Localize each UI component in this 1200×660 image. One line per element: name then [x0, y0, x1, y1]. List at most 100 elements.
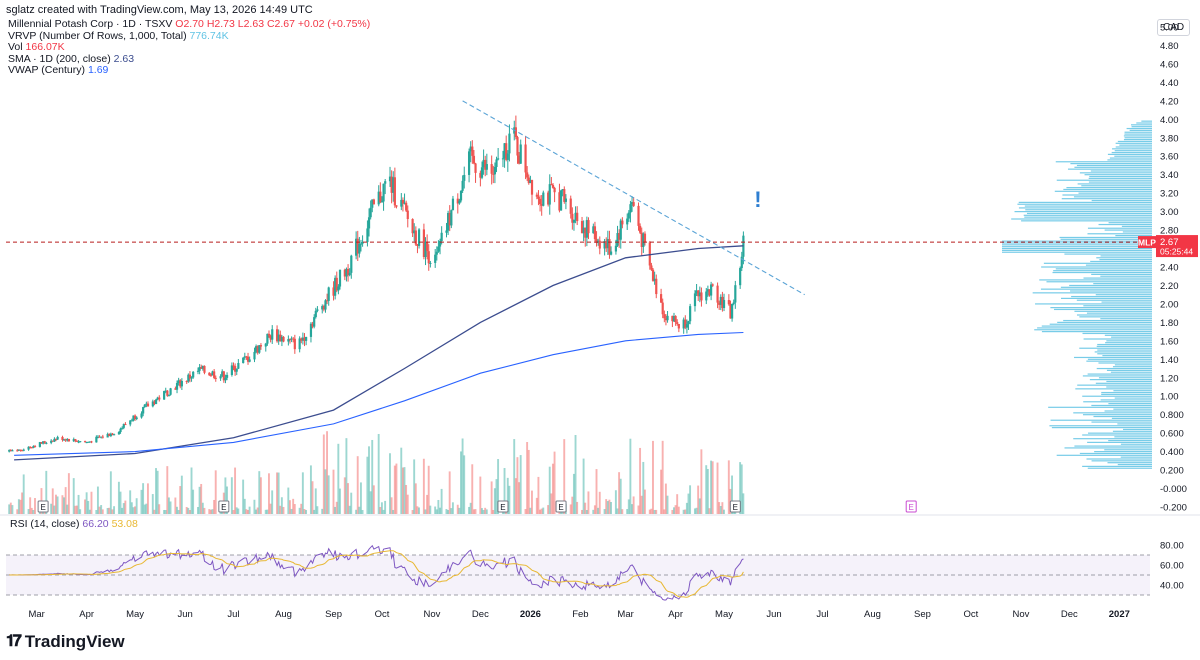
candle-body — [232, 365, 235, 367]
candle-body — [359, 243, 363, 245]
candle-body — [514, 127, 517, 138]
volume-bar — [326, 431, 328, 514]
candle-body — [29, 446, 32, 448]
volume-bar — [716, 462, 719, 514]
volume-profile-row — [1126, 127, 1152, 130]
candle-body — [640, 232, 643, 247]
earnings-marker: E — [218, 500, 230, 513]
tradingview-logo[interactable]: 𝟏𝟕 TradingView — [6, 632, 125, 652]
candle-body — [722, 300, 726, 308]
price-tag-box — [1156, 235, 1198, 258]
volume-profile-row — [1117, 463, 1152, 466]
candle-body — [459, 190, 463, 201]
price-tick-label: 0.200 — [1160, 466, 1184, 477]
candle-body — [479, 172, 482, 178]
volume-profile-row — [1112, 148, 1152, 150]
candle-body — [653, 278, 656, 281]
earnings-marker: E — [729, 500, 741, 513]
volume-profile-row — [1097, 343, 1152, 346]
legend-vrvp-row[interactable]: VRVP (Number Of Rows, 1,000, Total) 776.… — [8, 30, 370, 43]
price-tick-label: 1.80 — [1160, 318, 1179, 329]
candle-body — [167, 394, 171, 396]
volume-bar — [280, 497, 283, 514]
candle-body — [655, 278, 658, 295]
volume-profile-row — [1060, 238, 1152, 240]
volume-bar — [348, 505, 351, 514]
volume-bar — [618, 472, 621, 514]
volume-profile-row — [1101, 301, 1152, 303]
volume-profile-row — [1091, 404, 1152, 407]
volume-profile-row — [1110, 371, 1152, 373]
currency-button[interactable]: CAD — [1157, 19, 1191, 36]
price-tag-value: 2.67 — [1160, 237, 1179, 248]
candle-body — [472, 155, 476, 164]
candle-body — [225, 374, 229, 378]
volume-bar — [426, 494, 429, 514]
candle-body — [469, 146, 472, 152]
candle-body — [719, 296, 722, 305]
volume-bar — [146, 483, 149, 514]
volume-bar — [74, 505, 77, 514]
volume-bar — [403, 467, 406, 514]
price-tick-label: 3.00 — [1160, 207, 1179, 218]
candle-body — [198, 367, 201, 371]
rsi-legend[interactable]: RSI (14, close) 66.20 53.08 — [10, 518, 138, 530]
candle-body — [537, 196, 540, 199]
candle-body — [180, 381, 183, 387]
candle-body — [597, 240, 600, 243]
volume-bar — [689, 485, 692, 514]
volume-bar — [190, 467, 193, 514]
alert-annotation: ! — [754, 187, 761, 212]
volume-bar — [468, 506, 470, 514]
volume-bar — [539, 509, 541, 514]
volume-bar — [597, 507, 600, 514]
candle-body — [66, 439, 69, 441]
volume-profile-row — [1112, 430, 1152, 432]
price-tick-label: 4.80 — [1160, 41, 1179, 52]
volume-profile-row — [1041, 325, 1152, 327]
volume-bar — [572, 473, 575, 514]
volume-bar — [247, 509, 249, 514]
candle-body — [458, 200, 461, 204]
symbol-title[interactable]: Millennial Potash Corp · 1D · TSXV — [8, 18, 173, 30]
volume-bar — [142, 483, 145, 514]
candle-body — [109, 433, 112, 437]
legend-symbol-row[interactable]: Millennial Potash Corp · 1D · TSXV O2.70… — [8, 18, 371, 31]
volume-profile-row — [1121, 225, 1152, 227]
volume-bar — [390, 497, 393, 514]
candle-body — [264, 343, 267, 347]
volume-bar — [493, 488, 496, 514]
volume-bar — [540, 508, 543, 514]
earnings-marker-label: E — [221, 503, 226, 512]
volume-bar — [655, 509, 658, 514]
candle-body — [369, 207, 372, 218]
volume-profile-row — [1122, 428, 1152, 431]
candle-body — [429, 262, 432, 264]
candle-body — [77, 441, 80, 443]
time-tick-label: May — [126, 609, 144, 620]
volume-bar — [253, 499, 256, 514]
volume-profile-row — [1100, 399, 1152, 401]
ohlc-values: O2.70 H2.73 L2.63 C2.67 +0.02 (+0.75%) — [175, 18, 371, 30]
volume-bar — [17, 499, 20, 514]
candle-body — [495, 159, 498, 168]
volume-profile-row — [1002, 242, 1152, 244]
candle-body — [164, 390, 167, 392]
volume-bar — [537, 476, 540, 514]
volume-profile-row — [1086, 360, 1152, 362]
volume-bar — [418, 507, 420, 514]
volume-bar — [277, 472, 280, 514]
volume-profile-row — [1104, 229, 1152, 231]
volume-profile-row — [1095, 382, 1152, 384]
candle-body — [119, 428, 122, 432]
candle-body — [659, 294, 663, 303]
candle-body — [435, 251, 438, 255]
legend-sma-row[interactable]: SMA · 1D (200, close) 2.63 — [8, 53, 370, 66]
legend-vol-row[interactable]: Vol 166.07K — [8, 41, 370, 54]
legend-vwap-row[interactable]: VWAP (Century) 1.69 — [8, 64, 370, 77]
price-tick-label: 3.20 — [1160, 189, 1179, 200]
volume-bar — [156, 470, 159, 514]
candle-body — [64, 439, 67, 441]
price-tick-label: 1.00 — [1160, 392, 1179, 403]
